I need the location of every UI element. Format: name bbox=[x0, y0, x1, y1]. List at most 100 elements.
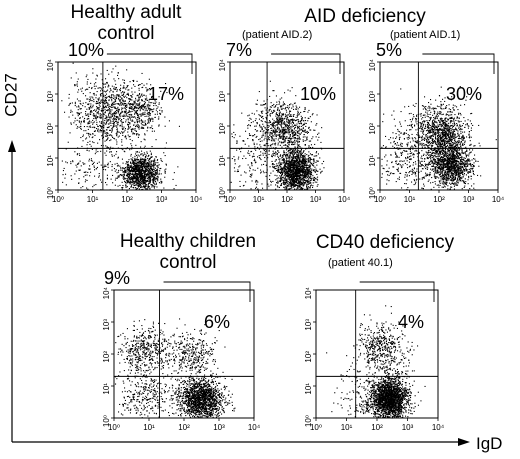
event-point bbox=[131, 164, 133, 166]
event-point bbox=[138, 164, 140, 166]
event-point bbox=[128, 136, 130, 138]
event-point bbox=[117, 98, 119, 100]
event-point bbox=[155, 139, 157, 141]
event-point bbox=[138, 134, 140, 136]
event-point bbox=[99, 129, 101, 131]
event-point bbox=[154, 164, 156, 166]
event-point bbox=[78, 162, 80, 164]
event-point bbox=[126, 69, 128, 71]
event-point bbox=[289, 169, 291, 171]
event-point bbox=[129, 119, 131, 121]
event-point bbox=[158, 124, 160, 126]
event-point bbox=[306, 139, 308, 141]
event-point bbox=[157, 176, 159, 178]
event-point bbox=[138, 169, 140, 171]
event-point bbox=[102, 131, 104, 133]
event-point bbox=[295, 161, 297, 163]
event-point bbox=[122, 87, 124, 89]
event-point bbox=[149, 188, 151, 190]
event-point bbox=[305, 188, 307, 190]
event-point bbox=[129, 173, 131, 175]
event-point bbox=[140, 175, 142, 177]
event-point bbox=[136, 118, 138, 120]
event-point bbox=[148, 179, 150, 181]
event-point bbox=[294, 140, 296, 142]
event-point bbox=[241, 112, 243, 114]
event-point bbox=[163, 187, 165, 189]
event-point bbox=[112, 91, 114, 93]
event-point bbox=[127, 169, 129, 171]
event-point bbox=[149, 178, 151, 180]
event-point bbox=[247, 115, 249, 117]
event-point bbox=[267, 132, 269, 134]
event-point bbox=[135, 161, 137, 163]
event-point bbox=[275, 113, 277, 115]
event-point bbox=[272, 111, 274, 113]
event-point bbox=[298, 165, 300, 167]
event-point bbox=[313, 165, 315, 167]
event-point bbox=[274, 160, 276, 162]
event-point bbox=[110, 139, 112, 141]
event-point bbox=[92, 68, 94, 70]
event-point bbox=[286, 149, 288, 151]
event-point bbox=[96, 75, 98, 77]
event-point bbox=[126, 167, 128, 169]
event-point bbox=[298, 141, 300, 143]
event-point bbox=[261, 120, 263, 122]
event-point bbox=[148, 112, 150, 114]
event-point bbox=[310, 184, 312, 186]
event-point bbox=[303, 178, 305, 180]
event-point bbox=[132, 187, 134, 189]
event-point bbox=[297, 111, 299, 113]
event-point bbox=[280, 183, 282, 185]
event-point bbox=[292, 149, 294, 151]
event-point bbox=[105, 96, 107, 98]
event-point bbox=[261, 164, 263, 166]
event-point bbox=[121, 119, 123, 121]
event-point bbox=[281, 167, 283, 169]
event-point bbox=[93, 118, 95, 120]
event-point bbox=[133, 164, 135, 166]
event-point bbox=[291, 170, 293, 172]
event-point bbox=[145, 163, 147, 165]
event-point bbox=[135, 188, 137, 190]
event-point bbox=[124, 170, 126, 172]
event-point bbox=[94, 117, 96, 119]
event-point bbox=[288, 152, 290, 154]
event-point bbox=[283, 180, 285, 182]
event-point bbox=[280, 176, 282, 178]
event-point bbox=[305, 166, 307, 168]
event-point bbox=[146, 168, 148, 170]
event-point bbox=[87, 88, 89, 90]
event-point bbox=[124, 106, 126, 108]
event-point bbox=[131, 159, 133, 161]
event-point bbox=[131, 147, 133, 149]
event-point bbox=[121, 144, 123, 146]
event-point bbox=[140, 114, 142, 116]
event-point bbox=[122, 100, 124, 102]
event-point bbox=[91, 111, 93, 113]
event-point bbox=[129, 171, 131, 173]
event-point bbox=[299, 160, 301, 162]
event-point bbox=[273, 154, 275, 156]
event-point bbox=[107, 104, 109, 106]
event-point bbox=[138, 166, 140, 168]
event-point bbox=[298, 175, 300, 177]
event-point bbox=[287, 127, 289, 129]
event-point bbox=[121, 107, 123, 109]
event-point bbox=[126, 97, 128, 99]
event-point bbox=[146, 180, 148, 182]
event-point bbox=[295, 181, 297, 183]
event-point bbox=[315, 136, 317, 138]
event-point bbox=[131, 108, 133, 110]
event-point bbox=[281, 135, 283, 137]
event-point bbox=[286, 129, 288, 131]
event-point bbox=[85, 95, 87, 97]
event-point bbox=[139, 169, 141, 171]
event-point bbox=[142, 86, 144, 88]
event-point bbox=[310, 175, 312, 177]
event-point bbox=[283, 166, 285, 168]
event-point bbox=[299, 158, 301, 160]
event-point bbox=[289, 170, 291, 172]
event-point bbox=[150, 174, 152, 176]
